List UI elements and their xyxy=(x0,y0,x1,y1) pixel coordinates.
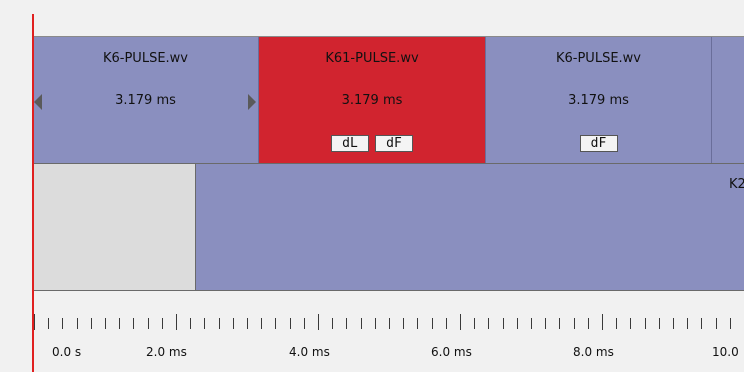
ruler-minor-tick xyxy=(162,318,163,329)
ruler-minor-tick xyxy=(133,318,134,329)
ruler-minor-tick xyxy=(616,318,617,329)
ruler-minor-tick xyxy=(204,318,205,329)
ruler-minor-tick xyxy=(673,318,674,329)
clip-duration: 3.179 ms xyxy=(115,93,176,108)
clip-partial[interactable] xyxy=(712,37,744,163)
ruler-minor-tick xyxy=(190,318,191,329)
ruler-minor-tick xyxy=(701,318,702,329)
ruler-minor-tick xyxy=(545,318,546,329)
ruler-minor-tick xyxy=(630,318,631,329)
clip-button-group: dL dF xyxy=(259,135,485,152)
ruler-minor-tick xyxy=(91,318,92,329)
ruler-minor-tick xyxy=(389,318,390,329)
clip-k61-pulse-selected[interactable]: K61-PULSE.wv 3.179 ms dL dF xyxy=(259,37,486,163)
ruler-label: 4.0 ms xyxy=(289,345,330,359)
df-button[interactable]: dF xyxy=(375,135,413,152)
ruler-minor-tick xyxy=(304,318,305,329)
ruler-minor-tick xyxy=(375,318,376,329)
ruler-minor-tick xyxy=(261,318,262,329)
ruler-minor-tick xyxy=(531,318,532,329)
track-border-bottom xyxy=(32,290,744,291)
ruler-major-tick xyxy=(460,314,461,330)
ruler-minor-tick xyxy=(645,318,646,329)
ruler-minor-tick xyxy=(62,318,63,329)
ruler-minor-tick xyxy=(346,318,347,329)
ruler-minor-tick xyxy=(687,318,688,329)
track-border-top xyxy=(32,36,744,37)
time-ruler[interactable]: 0.0 s 2.0 ms 4.0 ms 6.0 ms 8.0 ms 10.0 xyxy=(0,291,744,372)
empty-gap-region xyxy=(33,164,196,290)
ruler-label: 6.0 ms xyxy=(431,345,472,359)
clip-k6-pulse-2[interactable]: K6-PULSE.wv 3.179 ms dF xyxy=(486,37,712,163)
ruler-minor-tick xyxy=(574,318,575,329)
ruler-major-tick xyxy=(318,314,319,330)
ruler-major-tick xyxy=(34,314,35,330)
ruler-minor-tick xyxy=(503,318,504,329)
ruler-minor-tick xyxy=(148,318,149,329)
ruler-minor-tick xyxy=(361,318,362,329)
dl-button[interactable]: dL xyxy=(331,135,369,152)
ruler-minor-tick xyxy=(77,318,78,329)
ruler-minor-tick xyxy=(417,318,418,329)
ruler-label: 10.0 xyxy=(712,345,739,359)
clip-duration: 3.179 ms xyxy=(341,93,403,108)
trim-left-arrow-icon[interactable] xyxy=(34,94,42,110)
ruler-minor-tick xyxy=(233,318,234,329)
ruler-minor-tick xyxy=(332,318,333,329)
ruler-minor-tick xyxy=(659,318,660,329)
clip-duration: 3.179 ms xyxy=(568,93,629,108)
ruler-minor-tick xyxy=(716,318,717,329)
ruler-label: 8.0 ms xyxy=(573,345,614,359)
ruler-minor-tick xyxy=(559,318,560,329)
df-button[interactable]: dF xyxy=(579,135,618,152)
clip-name-truncated: K2 xyxy=(729,177,744,192)
ruler-label: 2.0 ms xyxy=(146,345,187,359)
ruler-minor-tick xyxy=(48,318,49,329)
ruler-minor-tick xyxy=(290,318,291,329)
ruler-major-tick xyxy=(602,314,603,330)
ruler-minor-tick xyxy=(517,318,518,329)
ruler-minor-tick xyxy=(247,318,248,329)
ruler-minor-tick xyxy=(432,318,433,329)
ruler-minor-tick xyxy=(403,318,404,329)
ruler-minor-tick xyxy=(730,318,731,329)
ruler-minor-tick xyxy=(446,318,447,329)
clip-name: K6-PULSE.wv xyxy=(555,51,641,66)
ruler-major-tick xyxy=(176,314,177,330)
clip-name: K61-PULSE.wv xyxy=(325,51,419,66)
ruler-minor-tick xyxy=(119,318,120,329)
clip-long[interactable] xyxy=(196,164,744,290)
ruler-minor-tick xyxy=(219,318,220,329)
clip-name: K6-PULSE.wv xyxy=(102,51,188,66)
trim-right-arrow-icon[interactable] xyxy=(248,94,256,110)
ruler-minor-tick xyxy=(588,318,589,329)
ruler-minor-tick xyxy=(488,318,489,329)
ruler-label: 0.0 s xyxy=(52,345,82,359)
ruler-minor-tick xyxy=(474,318,475,329)
ruler-minor-tick xyxy=(275,318,276,329)
clip-k6-pulse-1[interactable]: K6-PULSE.wv 3.179 ms xyxy=(33,37,259,163)
playhead-cursor[interactable] xyxy=(32,14,34,372)
clip-button-group: dF xyxy=(486,135,711,152)
ruler-minor-tick xyxy=(105,318,106,329)
track-separator xyxy=(32,163,744,164)
